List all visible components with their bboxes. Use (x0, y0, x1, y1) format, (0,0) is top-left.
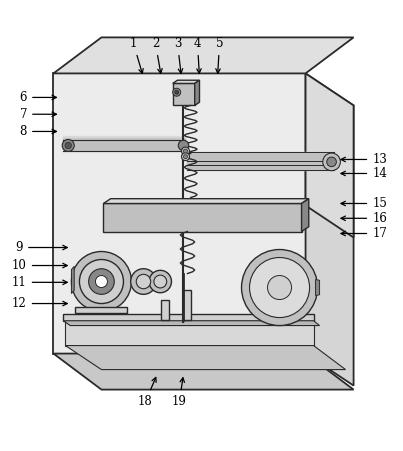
Polygon shape (63, 321, 320, 326)
Polygon shape (65, 322, 314, 345)
Circle shape (241, 249, 318, 326)
Circle shape (181, 152, 189, 161)
Text: 15: 15 (341, 197, 387, 210)
Circle shape (154, 275, 167, 288)
Text: 13: 13 (341, 153, 387, 166)
Text: 2: 2 (152, 37, 162, 74)
Circle shape (178, 140, 189, 151)
Polygon shape (316, 280, 320, 295)
Circle shape (327, 157, 337, 167)
Polygon shape (183, 290, 191, 320)
Circle shape (183, 155, 187, 159)
Text: 7: 7 (20, 108, 56, 121)
Text: 11: 11 (12, 276, 67, 289)
Text: 8: 8 (20, 125, 56, 138)
Polygon shape (104, 203, 301, 231)
Circle shape (249, 258, 310, 318)
Circle shape (79, 259, 123, 304)
Text: 3: 3 (174, 37, 183, 73)
Text: 5: 5 (216, 37, 223, 73)
Circle shape (181, 147, 189, 155)
Circle shape (172, 88, 181, 96)
Circle shape (71, 252, 131, 312)
Polygon shape (54, 37, 353, 74)
Text: 10: 10 (12, 259, 67, 272)
Polygon shape (63, 314, 314, 321)
Text: 12: 12 (12, 297, 67, 310)
Polygon shape (71, 267, 74, 294)
Text: 6: 6 (20, 91, 56, 104)
Polygon shape (301, 199, 309, 231)
Circle shape (62, 139, 74, 152)
Polygon shape (305, 74, 353, 238)
Circle shape (323, 153, 341, 170)
Polygon shape (65, 345, 346, 369)
Text: 1: 1 (130, 37, 143, 74)
Polygon shape (54, 74, 305, 354)
Circle shape (149, 270, 172, 293)
Circle shape (136, 274, 151, 289)
Polygon shape (172, 80, 199, 83)
Text: 14: 14 (341, 167, 387, 180)
Text: 9: 9 (16, 241, 67, 254)
Circle shape (183, 149, 187, 153)
Polygon shape (54, 354, 353, 390)
Polygon shape (305, 74, 353, 386)
Circle shape (131, 269, 156, 295)
Circle shape (89, 269, 114, 295)
Text: 17: 17 (341, 227, 387, 240)
Polygon shape (195, 80, 199, 106)
Polygon shape (75, 307, 127, 313)
Polygon shape (172, 83, 195, 106)
Text: 18: 18 (138, 377, 156, 408)
Text: 4: 4 (194, 37, 201, 73)
Polygon shape (104, 199, 309, 203)
Polygon shape (140, 278, 164, 285)
Circle shape (174, 90, 179, 94)
Circle shape (65, 142, 71, 149)
Text: 19: 19 (172, 378, 187, 408)
Circle shape (96, 276, 108, 288)
Text: 16: 16 (341, 212, 387, 225)
Polygon shape (162, 299, 170, 320)
Circle shape (268, 276, 291, 299)
